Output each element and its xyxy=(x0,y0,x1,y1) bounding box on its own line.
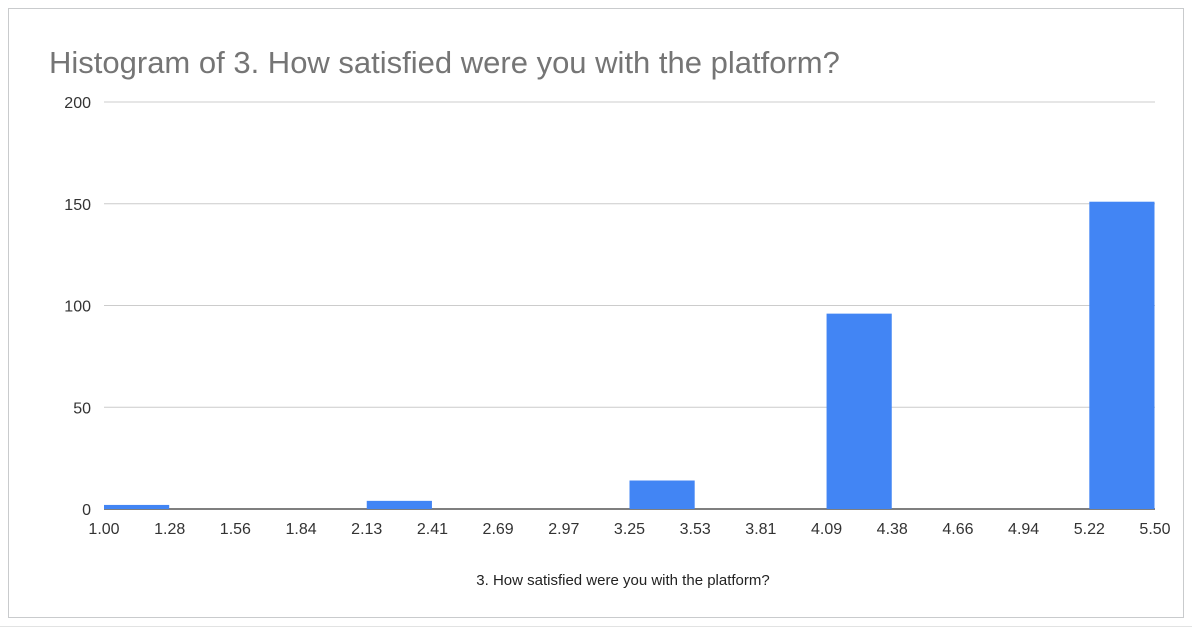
x-tick-label: 1.28 xyxy=(154,521,185,538)
x-tick-label: 3.25 xyxy=(614,521,645,538)
x-tick-label: 2.97 xyxy=(548,521,579,538)
histogram-bar[interactable] xyxy=(104,504,170,509)
y-tick-label: 150 xyxy=(64,197,91,214)
x-tick-label: 5.50 xyxy=(1139,521,1170,538)
y-tick-label: 100 xyxy=(64,299,91,316)
x-tick-label: 4.94 xyxy=(1008,521,1039,538)
x-tick-label: 2.13 xyxy=(351,521,382,538)
x-tick-label: 4.38 xyxy=(877,521,908,538)
bars xyxy=(104,201,1155,509)
x-tick-label: 3.81 xyxy=(745,521,776,538)
chart-container[interactable]: Histogram of 3. How satisfied were you w… xyxy=(8,8,1184,618)
axes: 0 50 100 150 200 1.00 1.28 1.56 1.84 2.13 2.41 2.69… xyxy=(64,95,1170,538)
sheet-row-divider xyxy=(0,626,1192,627)
x-axis-title: 3. How satisfied were you with the platf… xyxy=(476,572,769,589)
x-tick-label: 2.41 xyxy=(417,521,448,538)
histogram-bar[interactable] xyxy=(826,313,892,509)
x-tick-label: 5.22 xyxy=(1074,521,1105,538)
x-tick-label: 2.69 xyxy=(483,521,514,538)
x-tick-label: 3.53 xyxy=(680,521,711,538)
x-tick-label: 4.09 xyxy=(811,521,842,538)
histogram-bar[interactable] xyxy=(1089,201,1155,509)
chart-title: Histogram of 3. How satisfied were you w… xyxy=(49,45,840,80)
x-tick-label: 1.84 xyxy=(285,521,316,538)
histogram-bar[interactable] xyxy=(629,480,695,509)
y-tick-label: 50 xyxy=(73,400,91,417)
histogram-bar[interactable] xyxy=(366,500,432,509)
histogram-chart: 0 50 100 150 200 1.00 1.28 1.56 1.84 2.13 2.41 2.69… xyxy=(64,95,1170,589)
y-tick-label: 0 xyxy=(82,502,91,519)
x-tick-label: 1.56 xyxy=(220,521,251,538)
x-tick-label: 1.00 xyxy=(88,521,119,538)
gridlines xyxy=(104,101,1155,510)
x-tick-label: 4.66 xyxy=(942,521,973,538)
y-tick-label: 200 xyxy=(64,95,91,112)
